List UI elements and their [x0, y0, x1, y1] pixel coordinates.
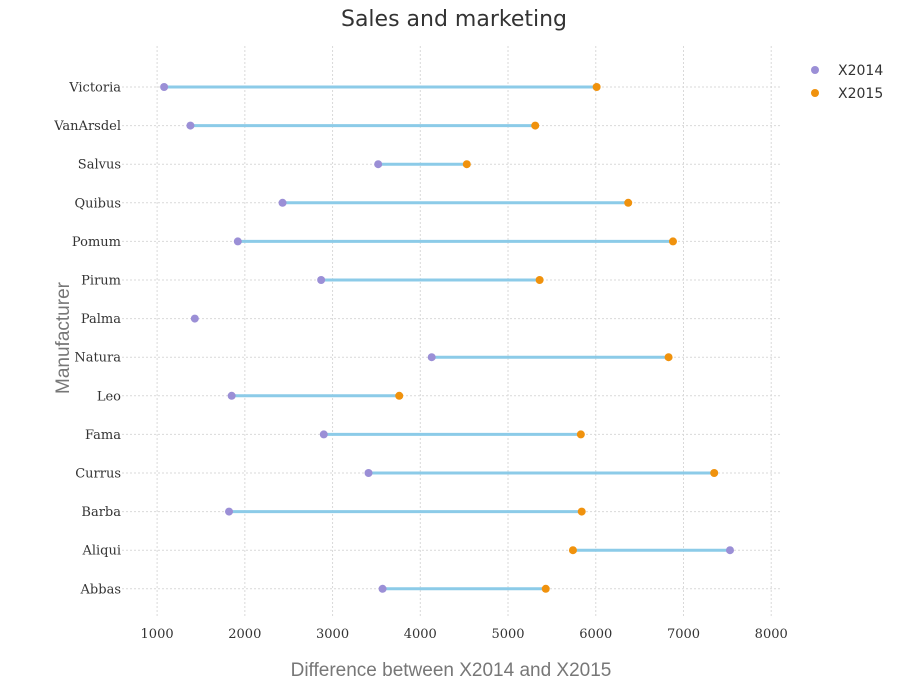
y-tick-label: VanArsdel	[53, 119, 121, 134]
x-axis-title: Difference between X2014 and X2015	[291, 660, 612, 681]
point-x2014	[427, 353, 436, 362]
point-x2015	[664, 353, 673, 362]
legend-marker-x2015	[811, 89, 819, 97]
y-axis-title: Manufacturer	[53, 281, 74, 394]
x-tick-labels: 1000 2000 3000 4000 5000 6000 7000 8000	[141, 627, 788, 642]
point-x2014	[364, 469, 373, 477]
point-x2014	[233, 237, 242, 246]
y-tick-label: Natura	[74, 351, 121, 366]
y-tick-label: Pomum	[72, 235, 121, 250]
point-x2014	[186, 121, 195, 130]
point-x2014	[278, 198, 287, 207]
x-tick-label: 5000	[491, 627, 524, 642]
point-x2015	[535, 276, 544, 284]
point-x2014	[317, 276, 326, 284]
y-tick-label: Fama	[85, 428, 121, 443]
point-x2014	[319, 430, 328, 439]
legend-label-x2015: X2015	[838, 86, 883, 102]
x-tick-label: 3000	[316, 627, 349, 642]
point-x2014	[374, 160, 383, 169]
point-x2014	[378, 584, 387, 593]
legend-label-x2014: X2014	[838, 63, 883, 79]
point-x2014	[190, 314, 199, 323]
point-x2014	[160, 83, 169, 91]
x-tick-label: 6000	[579, 627, 612, 642]
point-x2015	[592, 83, 601, 91]
point-x2015	[577, 507, 586, 516]
y-tick-label: Quibus	[74, 196, 121, 211]
x-tick-label: 1000	[141, 627, 174, 642]
data-points	[160, 83, 734, 593]
point-x2015	[462, 160, 471, 169]
grid-lines	[122, 46, 780, 617]
y-tick-label: Currus	[75, 467, 121, 482]
legend: X2014 X2015	[811, 63, 883, 102]
point-x2014	[725, 546, 734, 555]
point-x2015	[668, 237, 677, 246]
y-tick-label: Palma	[81, 312, 121, 327]
legend-marker-x2014	[811, 66, 819, 74]
point-x2015	[710, 469, 719, 477]
point-x2015	[624, 198, 633, 207]
y-tick-label: Barba	[81, 505, 121, 520]
point-x2015	[576, 430, 585, 439]
y-tick-label: Aliqui	[81, 544, 121, 559]
chart-title: Sales and marketing	[341, 7, 567, 32]
y-tick-label: Pirum	[81, 274, 121, 289]
x-tick-label: 8000	[755, 627, 788, 642]
connector-lines	[164, 85, 730, 591]
point-x2015	[541, 584, 550, 593]
x-tick-label: 2000	[228, 627, 261, 642]
y-tick-label: Leo	[97, 389, 121, 404]
y-tick-label: Abbas	[80, 582, 121, 597]
x-tick-label: 4000	[404, 627, 437, 642]
y-tick-label: Salvus	[78, 158, 121, 173]
point-x2015	[568, 546, 577, 555]
x-tick-label: 7000	[667, 627, 700, 642]
y-tick-label: Victoria	[68, 81, 121, 96]
point-x2014	[227, 391, 236, 400]
y-tick-labels: Victoria VanArsdel Salvus Quibus Pomum Pirum P…	[53, 81, 121, 598]
point-x2014	[225, 507, 234, 516]
point-x2015	[531, 121, 540, 130]
point-x2015	[395, 391, 404, 400]
